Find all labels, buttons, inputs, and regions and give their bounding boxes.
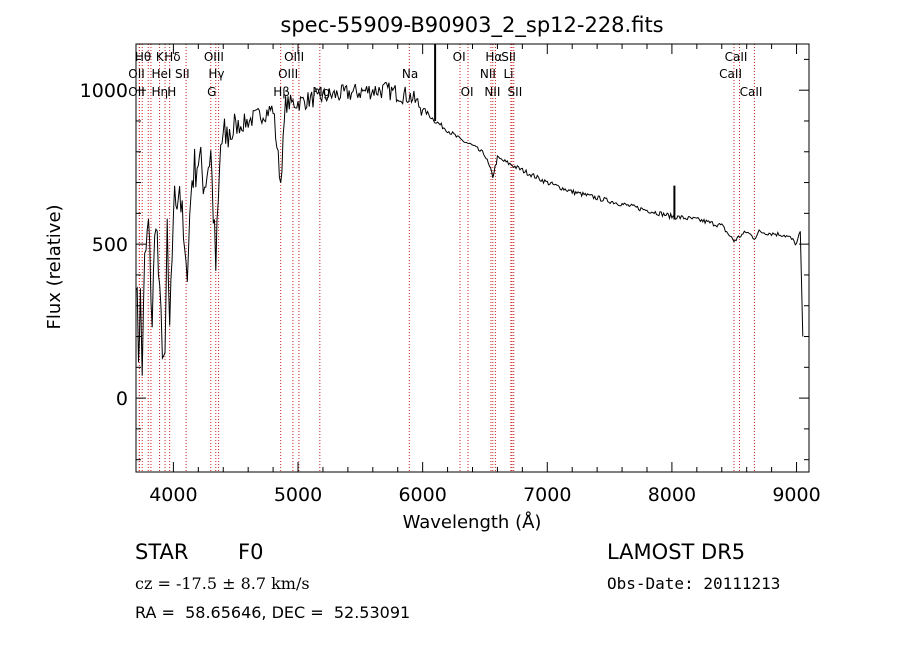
y-axis-label: Flux (relative) [44,204,65,329]
plot-frame [135,43,810,473]
line-label-4: HeI [151,67,171,81]
line-label-5: K [156,50,165,64]
object-subclass: F0 [238,540,264,564]
y-axis-ticks: 0 500 1000 [80,58,809,461]
line-label-14: OIII [284,50,304,64]
line-label-25: CaII [719,67,742,81]
y-tick-label: 1000 [80,80,128,102]
spectrum-line [135,81,804,376]
x-axis-label: Wavelength (Å) [403,511,542,533]
x-axis-ticks: 4000 5000 6000 7000 8000 9000 [149,44,821,506]
x-tick-label: 6000 [398,484,446,506]
line-label-9: G [207,85,216,99]
redshift-velocity: cz = -17.5 ± 8.7 km/s [135,574,310,593]
x-tick-label: 5000 [274,484,322,506]
observation-date: Obs-Date: 20111213 [607,574,781,593]
line-label-22: Li [503,67,513,81]
x-tick-label: 9000 [772,484,820,506]
y-tick-label: 0 [116,388,128,410]
line-label-26: CaII [725,50,748,64]
chart-title: spec-55909-B90903_2_sp12-228.fits [280,13,663,38]
line-label-3: Hη [151,85,168,99]
line-label-23: SII [501,50,516,64]
x-tick-label: 7000 [523,484,571,506]
x-tick-label: 8000 [648,484,696,506]
x-tick-label: 4000 [149,484,197,506]
object-class: STAR [135,540,189,564]
line-label-11: OIII [204,50,224,64]
emission-line-markers [138,44,755,472]
line-label-27: CaII [740,85,763,99]
line-label-6: H [167,85,176,99]
line-label-1: OII [128,67,145,81]
line-label-2: OII [128,85,145,99]
survey-name: LAMOST DR5 [607,540,746,564]
coordinates: RA = 58.65646, DEC = 52.53091 [135,603,411,622]
y-tick-label: 500 [92,234,128,256]
line-label-0: Hθ [135,50,151,64]
line-label-12: Hβ [273,85,290,99]
spectrum-spikes [434,44,676,220]
line-label-17: OI [453,50,466,64]
line-label-20: Hα [485,50,502,64]
line-label-24: SII [508,85,523,99]
line-label-19: NII [480,67,496,81]
line-label-10: Hγ [208,67,224,81]
line-label-8: SII [175,67,190,81]
line-label-16: Na [402,67,418,81]
line-label-13: OIII [278,67,298,81]
line-label-7: Hδ [164,50,180,64]
line-label-21: NII [484,85,500,99]
line-label-18: OI [461,85,474,99]
